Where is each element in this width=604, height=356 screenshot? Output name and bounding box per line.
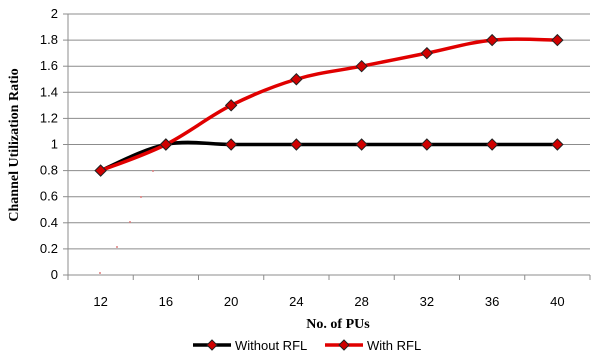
data-point-marker — [420, 138, 434, 151]
y-tick-label: 2 — [51, 6, 58, 21]
data-point-marker — [355, 138, 368, 151]
series-lines — [98, 37, 560, 274]
y-tick-label: 0.6 — [40, 189, 58, 204]
x-tick-label: 40 — [550, 294, 564, 309]
data-point-marker — [159, 138, 173, 151]
data-point-marker — [551, 138, 564, 151]
series-line-1 — [98, 37, 560, 173]
data-point-marker — [94, 164, 107, 177]
data-point-marker — [355, 59, 368, 73]
y-tick-label: 1.8 — [40, 32, 58, 47]
legend-label: Without RFL — [235, 338, 307, 353]
y-tick-label: 1 — [51, 137, 58, 152]
faint-dot — [152, 170, 154, 172]
data-point-marker — [485, 33, 499, 47]
legend-label: With RFL — [367, 338, 421, 353]
faint-dot — [99, 272, 101, 274]
legend: Without RFL With RFL — [193, 338, 421, 353]
data-point-marker — [224, 99, 238, 112]
y-tick-label: 0.4 — [40, 215, 58, 230]
data-point-marker — [551, 33, 564, 47]
series-line-0 — [98, 140, 560, 173]
data-point-marker — [485, 138, 499, 151]
x-tick-label: 16 — [159, 294, 173, 309]
x-tick-label: 36 — [485, 294, 499, 309]
tick-labels: 0 0.2 0.4 0.6 0.8 1 1.2 1.4 1.6 1.8 2 12 16 20 24 28 32 3… — [40, 6, 565, 309]
legend-marker — [338, 339, 350, 351]
x-tick-label: 32 — [420, 294, 434, 309]
x-tick-label: 24 — [289, 294, 303, 309]
faint-dot — [116, 246, 118, 248]
x-tick-label: 20 — [224, 294, 238, 309]
y-tick-label: 0.8 — [40, 163, 58, 178]
data-point-marker — [420, 46, 434, 60]
x-axis-title: No. of PUs — [306, 317, 370, 332]
y-tick-label: 0 — [51, 267, 58, 282]
y-axis-title: Channel Utilization Ratio — [7, 68, 22, 221]
data-markers — [94, 33, 564, 177]
y-tick-label: 0.2 — [40, 241, 58, 256]
axes — [63, 13, 591, 280]
y-tick-label: 1.6 — [40, 58, 58, 73]
data-point-marker — [224, 138, 238, 151]
y-tick-label: 1.2 — [40, 110, 58, 125]
faint-dot — [129, 221, 131, 223]
x-tick-label: 28 — [354, 294, 368, 309]
x-tick-label: 12 — [93, 294, 107, 309]
legend-marker — [206, 339, 218, 351]
faint-dot — [140, 196, 142, 198]
y-tick-label: 1.4 — [40, 84, 58, 99]
data-point-marker — [290, 138, 303, 151]
data-point-marker — [290, 73, 303, 86]
